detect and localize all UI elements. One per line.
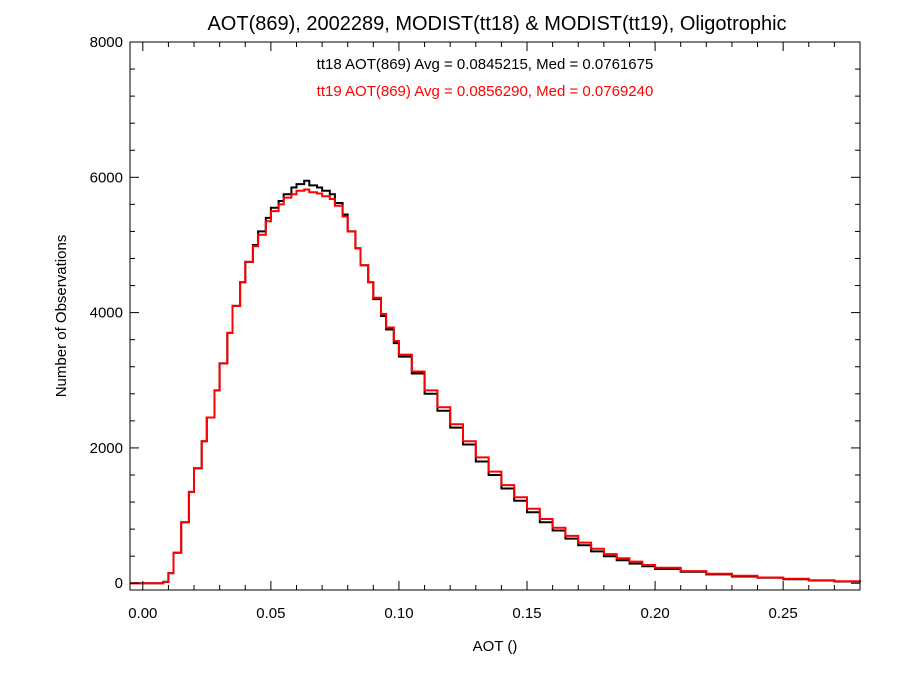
x-axis-label: AOT () [473, 638, 518, 655]
y-tick-label: 4000 [90, 305, 123, 322]
series-line-tt18 [130, 179, 861, 585]
x-tick-label: 0.10 [384, 605, 413, 622]
y-axis-label: Number of Observations [53, 235, 70, 398]
plot-frame [129, 41, 861, 591]
x-tick-label: 0.00 [128, 605, 157, 622]
y-tick-label: 0 [115, 575, 123, 592]
y-tick-label: 6000 [90, 169, 123, 186]
chart-title: AOT(869), 2002289, MODIST(tt18) & MODIST… [207, 13, 786, 35]
ticks-layer: 0.00 0.05 0.10 0.15 0.20 0.25 0 2000 4000 6000 800… [90, 34, 861, 622]
x-tick-label: 0.20 [640, 605, 669, 622]
x-tick-label: 0.05 [256, 605, 285, 622]
legend-entry-tt19: tt19 AOT(869) Avg = 0.0856290, Med = 0.0… [317, 83, 654, 100]
y-tick-label: 2000 [90, 440, 123, 457]
x-tick-label: 0.15 [512, 605, 541, 622]
series-layer [130, 179, 861, 585]
series-line-tt19 [130, 188, 861, 585]
legend-entry-tt18: tt18 AOT(869) Avg = 0.0845215, Med = 0.0… [317, 56, 654, 73]
x-tick-label: 0.25 [769, 605, 798, 622]
y-tick-label: 8000 [90, 34, 123, 51]
